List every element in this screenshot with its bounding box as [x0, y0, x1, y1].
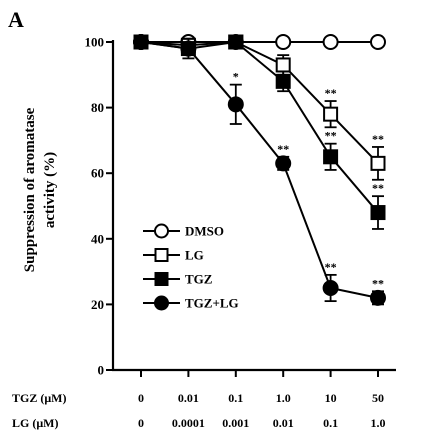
y-tick-label: 0 [98, 363, 105, 378]
legend: DMSO LG TGZ TGZ+LG [143, 223, 239, 311]
legend-item-tgz-lg: TGZ+LG [143, 295, 239, 311]
legend-marker [154, 272, 169, 286]
x-row-value: 0.1 [228, 391, 243, 405]
data-point [322, 280, 339, 296]
y-axis: 0 20 40 60 80 100 [85, 35, 115, 378]
x-row-0: TGZ (μM) 0 0.01 0.1 1.0 10 50 [12, 391, 384, 405]
legend-marker [154, 223, 169, 239]
x-row-value: 0.1 [323, 416, 338, 430]
x-row-value: 1.0 [371, 416, 386, 430]
x-row-label: TGZ (μM) [12, 391, 66, 405]
y-tick-label: 60 [91, 166, 104, 181]
significance-marker: ** [325, 260, 337, 274]
y-tick-label: 80 [91, 100, 104, 115]
significance-marker: ** [325, 129, 337, 143]
y-tick-label: 20 [91, 297, 104, 312]
data-point [323, 106, 339, 122]
y-tick-label: 100 [85, 35, 105, 50]
series-lg: ** ** [133, 34, 386, 181]
data-point [370, 205, 386, 221]
x-axis [112, 368, 396, 377]
x-row-value: 1.0 [276, 391, 291, 405]
data-point [227, 96, 244, 113]
y-axis-title: Suppression of aromatase activity (%) [22, 107, 58, 272]
data-point [275, 57, 291, 73]
significance-marker: ** [372, 132, 384, 146]
data-point [322, 34, 339, 50]
series-tgz-lg: ******* [133, 34, 386, 306]
x-row-value: 0 [138, 391, 144, 405]
legend-label: TGZ+LG [185, 296, 239, 311]
significance-marker: ** [372, 181, 384, 195]
data-point [323, 149, 339, 165]
data-point [275, 155, 292, 172]
series-line-lg [140, 40, 379, 165]
data-point [180, 40, 197, 57]
legend-item-tgz: TGZ [143, 272, 213, 287]
legend-item-dmso: DMSO [143, 223, 224, 239]
y-axis-title-line-1: Suppression of aromatase [22, 107, 38, 272]
x-row-value: 0.001 [222, 416, 249, 430]
data-point [370, 34, 386, 50]
data-point [275, 73, 291, 89]
x-row-value: 0.01 [178, 391, 199, 405]
legend-label: DMSO [185, 224, 224, 239]
significance-marker: * [233, 70, 239, 84]
data-point [370, 289, 386, 306]
data-point [370, 155, 386, 171]
x-row-label: LG (μM) [12, 416, 58, 430]
significance-marker: ** [372, 276, 384, 290]
legend-item-lg: LG [143, 248, 204, 263]
data-point [228, 34, 244, 50]
y-tick-label: 40 [91, 231, 104, 246]
significance-marker: ** [325, 86, 337, 100]
x-row-value: 0 [138, 416, 144, 430]
x-row-1: LG (μM) 0 0.0001 0.001 0.01 0.1 1.0 [12, 416, 386, 430]
legend-label: TGZ [185, 272, 213, 287]
y-axis-title-line-2: activity (%) [42, 152, 58, 228]
data-point [133, 34, 149, 50]
x-row-value: 0.01 [273, 416, 294, 430]
legend-label: LG [185, 248, 204, 263]
x-row-value: 0.0001 [172, 416, 205, 430]
x-row-value: 10 [325, 391, 337, 405]
panel-label: A [8, 7, 24, 32]
legend-marker [154, 295, 169, 311]
x-category-rows: TGZ (μM) 0 0.01 0.1 1.0 10 50 LG (μM) 0 0.0001 0.0… [12, 391, 386, 430]
legend-marker [154, 248, 169, 262]
data-point [275, 34, 292, 50]
significance-marker: ** [277, 142, 289, 156]
x-row-value: 50 [372, 391, 384, 405]
series-layer: *************** [133, 34, 386, 306]
